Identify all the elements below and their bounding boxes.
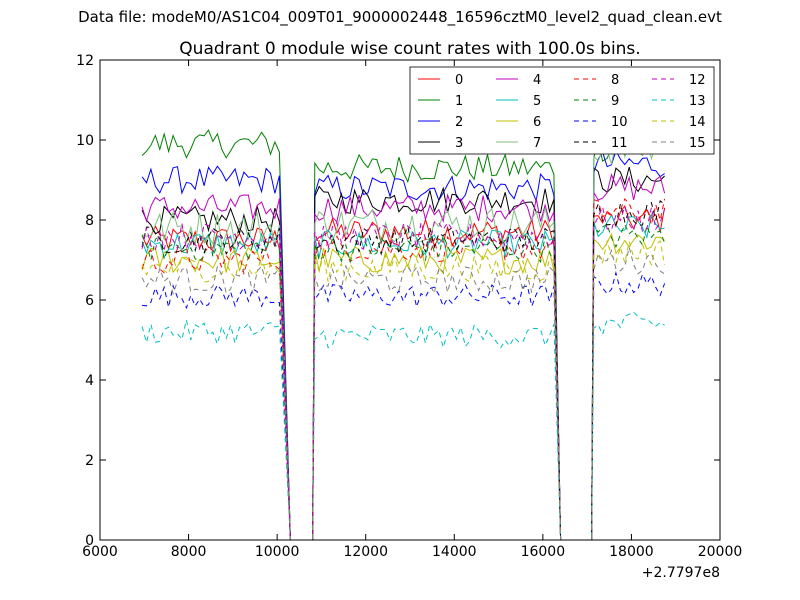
x-tick-label: 12000 [343,544,388,560]
series-line-12 [141,204,666,540]
legend-label-3: 3 [455,136,463,151]
x-tick-label: 14000 [432,544,477,560]
y-tick-label: 12 [76,53,94,69]
y-tick-label: 10 [76,133,94,149]
x-tick-label: 18000 [609,544,654,560]
legend-label-0: 0 [455,73,463,88]
y-tick-label: 4 [85,373,94,389]
series-line-4 [141,173,666,540]
legend-label-6: 6 [533,115,541,130]
legend-label-13: 13 [689,94,706,109]
legend-label-8: 8 [611,73,619,88]
series-line-15 [141,247,665,540]
suptitle: Data file: modeM0/AS1C04_009T01_90000024… [78,8,722,26]
series-line-10 [142,270,666,540]
series-line-5 [141,212,665,540]
series-line-1 [141,129,665,540]
legend-label-15: 15 [689,136,706,151]
legend-label-5: 5 [533,94,541,109]
x-tick-label: 6000 [82,544,118,560]
y-tick-label: 0 [85,533,94,549]
x-tick-label: 8000 [171,544,207,560]
legend-label-4: 4 [533,73,541,88]
y-tick-label: 8 [85,213,94,229]
x-offset-label: +2.7797e8 [642,565,720,581]
legend-label-12: 12 [689,73,706,88]
legend-label-1: 1 [455,94,463,109]
series-line-14 [141,239,666,540]
series-line-3 [141,166,665,540]
plot-area [141,129,666,540]
series-line-9 [141,223,666,540]
series-line-2 [141,149,665,540]
series-line-11 [141,200,665,540]
y-tick-label: 6 [85,293,94,309]
chart-title: Quadrant 0 module wise count rates with … [179,39,640,59]
y-tick-label: 2 [85,453,94,469]
legend-label-9: 9 [611,94,619,109]
x-tick-label: 20000 [698,544,743,560]
legend-label-14: 14 [689,115,706,130]
legend-box [409,66,715,155]
series-line-8 [141,198,666,540]
series-line-13 [141,311,665,540]
legend-label-7: 7 [533,136,541,151]
x-tick-label: 16000 [521,544,566,560]
legend-label-2: 2 [455,115,463,130]
series-line-7 [141,130,666,540]
legend-label-10: 10 [611,115,628,130]
x-tick-label: 10000 [255,544,300,560]
series-line-6 [141,232,665,540]
axes: 6000 8000 10000 12000 14000 16000 18000 20000 0 2… [76,53,742,581]
legend-label-11: 11 [611,136,628,151]
